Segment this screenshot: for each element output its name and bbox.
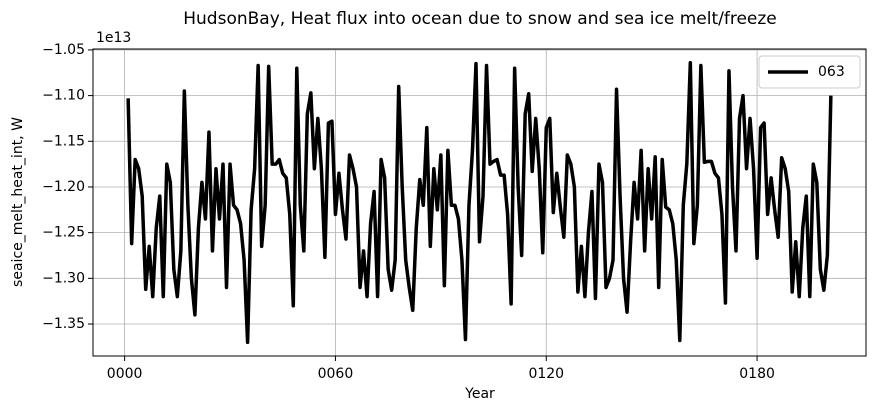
y-tick-label: −1.35 bbox=[42, 316, 85, 332]
x-axis-label: Year bbox=[464, 386, 495, 402]
y-tick-label: −1.20 bbox=[42, 179, 85, 195]
y-tick-label: −1.15 bbox=[42, 133, 85, 149]
y-tick-label: −1.05 bbox=[42, 42, 85, 58]
x-tick-label: 0180 bbox=[739, 366, 775, 382]
y-axis-label: seaice_melt_heat_int, W bbox=[10, 117, 26, 287]
y-tick-label: −1.10 bbox=[42, 88, 85, 104]
y-tick-label: −1.25 bbox=[42, 225, 85, 241]
y-tick-label: −1.30 bbox=[42, 270, 85, 286]
y-offset-label: 1e13 bbox=[96, 30, 131, 46]
x-tick-label: 0060 bbox=[318, 366, 354, 382]
x-tick-label: 0000 bbox=[107, 366, 143, 382]
chart-title: HudsonBay, Heat flux into ocean due to s… bbox=[183, 9, 777, 29]
x-tick-label: 0120 bbox=[528, 366, 564, 382]
legend-box bbox=[758, 55, 861, 89]
plot-frame bbox=[92, 48, 867, 357]
data-line bbox=[126, 60, 833, 345]
legend-label: 063 bbox=[818, 64, 845, 80]
